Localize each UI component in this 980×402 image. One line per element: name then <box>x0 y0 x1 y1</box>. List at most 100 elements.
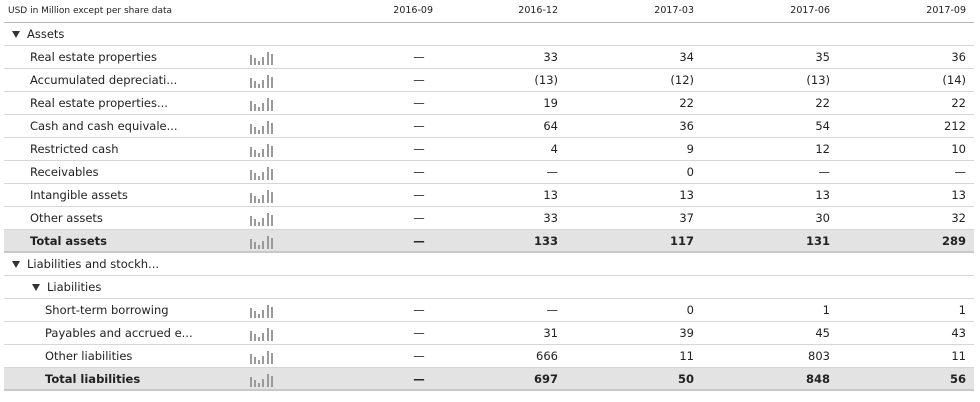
cell-2016-09: — <box>413 119 425 133</box>
row-label: Receivables <box>30 165 99 179</box>
bar-chart-icon[interactable] <box>250 98 274 111</box>
cell-2017-09: 11 <box>951 349 966 363</box>
bar-chart-icon[interactable] <box>250 374 274 387</box>
row-label: Other liabilities <box>45 349 133 363</box>
cell-2016-12: — <box>546 165 559 179</box>
cell-2017-09: 36 <box>951 50 966 64</box>
cell-2016-12: 33 <box>543 211 558 225</box>
row-label: Cash and cash equivale... <box>30 119 178 133</box>
bar-chart-icon[interactable] <box>250 121 274 134</box>
bar-chart-icon[interactable] <box>250 351 274 364</box>
row-label: Restricted cash <box>30 142 119 156</box>
section-liabilities-label[interactable]: Liabilities <box>32 276 101 299</box>
cell-2017-06: 131 <box>805 234 830 248</box>
cell-2017-03: 22 <box>679 96 694 110</box>
row-label: Total assets <box>30 234 108 248</box>
cell-2017-09: 289 <box>941 234 966 248</box>
bar-chart-icon[interactable] <box>250 305 274 318</box>
table-row: Intangible assets — 13 13 13 13 <box>4 184 974 207</box>
cell-2016-12: — <box>546 303 559 317</box>
cell-2017-09: 10 <box>951 142 966 156</box>
bar-chart-icon[interactable] <box>250 236 274 249</box>
cell-2016-09: — <box>413 303 425 317</box>
cell-2017-06: 45 <box>815 326 830 340</box>
cell-2016-12: 13 <box>543 188 558 202</box>
cell-2016-12: 33 <box>543 50 558 64</box>
cell-2017-03: 13 <box>679 188 694 202</box>
cell-2017-06: 12 <box>815 142 830 156</box>
triangle-down-icon[interactable] <box>12 261 20 268</box>
cell-2016-09: — <box>413 50 425 64</box>
bar-chart-icon[interactable] <box>250 328 274 341</box>
cell-2017-09: 212 <box>944 119 966 133</box>
table-row: Short-term borrowing — — 0 1 1 <box>4 299 974 322</box>
total-row: Total liabilities — 697 50 848 56 <box>4 368 974 391</box>
cell-2017-06: 22 <box>815 96 830 110</box>
cell-2016-09: — <box>413 165 425 179</box>
cell-2017-06: 13 <box>815 188 830 202</box>
cell-2017-09: (14) <box>942 73 966 87</box>
cell-2016-09: — <box>413 234 425 248</box>
cell-2016-12: 19 <box>543 96 558 110</box>
table-row: Payables and accrued e... — 31 39 45 43 <box>4 322 974 345</box>
triangle-down-icon[interactable] <box>12 31 20 38</box>
section-liabilities-equity[interactable]: Liabilities and stockh... <box>4 253 974 276</box>
row-label: Short-term borrowing <box>45 303 169 317</box>
cell-2017-06: 35 <box>815 50 830 64</box>
cell-2017-03: 0 <box>686 303 694 317</box>
cell-2017-06: — <box>818 165 831 179</box>
section-assets-label[interactable]: Assets <box>12 23 64 46</box>
row-label: Payables and accrued e... <box>45 326 193 340</box>
cell-2017-03: 9 <box>686 142 694 156</box>
cell-2017-03: 34 <box>679 50 694 64</box>
cell-2017-09: 32 <box>951 211 966 225</box>
section-liabilities[interactable]: Liabilities <box>4 276 974 299</box>
cell-2016-12: 4 <box>550 142 558 156</box>
row-label: Real estate properties... <box>30 96 168 110</box>
period-header-2016-09: 2016-09 <box>393 5 433 16</box>
cell-2017-03: 36 <box>679 119 694 133</box>
total-row: Total assets — 133 117 131 289 <box>4 230 974 253</box>
bar-chart-icon[interactable] <box>250 190 274 203</box>
row-label: Total liabilities <box>45 372 141 386</box>
cell-2017-03: (12) <box>670 73 694 87</box>
cell-2017-09: 13 <box>951 188 966 202</box>
table-header: USD in Million except per share data 201… <box>4 0 974 23</box>
cell-2016-09: — <box>413 96 425 110</box>
table-row: Other assets — 33 37 30 32 <box>4 207 974 230</box>
bar-chart-icon[interactable] <box>250 213 274 226</box>
cell-2016-12: 31 <box>543 326 558 340</box>
cell-2016-12: 697 <box>533 372 558 386</box>
cell-2016-12: (13) <box>534 73 558 87</box>
period-header-2016-12: 2016-12 <box>518 5 558 16</box>
bar-chart-icon[interactable] <box>250 75 274 88</box>
unit-label: USD in Million except per share data <box>8 6 173 16</box>
cell-2016-12: 666 <box>536 349 558 363</box>
row-label: Accumulated depreciati... <box>30 73 178 87</box>
triangle-down-icon[interactable] <box>32 284 40 291</box>
bar-chart-icon[interactable] <box>250 144 274 157</box>
period-header-2017-09: 2017-09 <box>926 5 966 16</box>
cell-2016-09: — <box>413 73 425 87</box>
cell-2016-09: — <box>413 142 425 156</box>
financial-table: USD in Million except per share data 201… <box>4 0 974 391</box>
cell-2017-03: 0 <box>686 165 694 179</box>
cell-2017-09: — <box>954 165 967 179</box>
cell-2016-09: — <box>413 349 425 363</box>
cell-2016-09: — <box>413 326 425 340</box>
row-label: Intangible assets <box>30 188 128 202</box>
cell-2016-09: — <box>413 211 425 225</box>
cell-2017-06: 30 <box>815 211 830 225</box>
cell-2016-09: — <box>413 372 425 386</box>
cell-2017-06: 54 <box>815 119 830 133</box>
table-row: Other liabilities — 666 11 803 11 <box>4 345 974 368</box>
bar-chart-icon[interactable] <box>250 167 274 180</box>
bar-chart-icon[interactable] <box>250 52 274 65</box>
cell-2017-06: (13) <box>806 73 830 87</box>
section-assets[interactable]: Assets <box>4 23 974 46</box>
row-label: Real estate properties <box>30 50 157 64</box>
cell-2017-03: 50 <box>677 372 694 386</box>
cell-2017-03: 117 <box>669 234 694 248</box>
table-row: Restricted cash — 4 9 12 10 <box>4 138 974 161</box>
section-liabilities-equity-label[interactable]: Liabilities and stockh... <box>12 253 159 276</box>
